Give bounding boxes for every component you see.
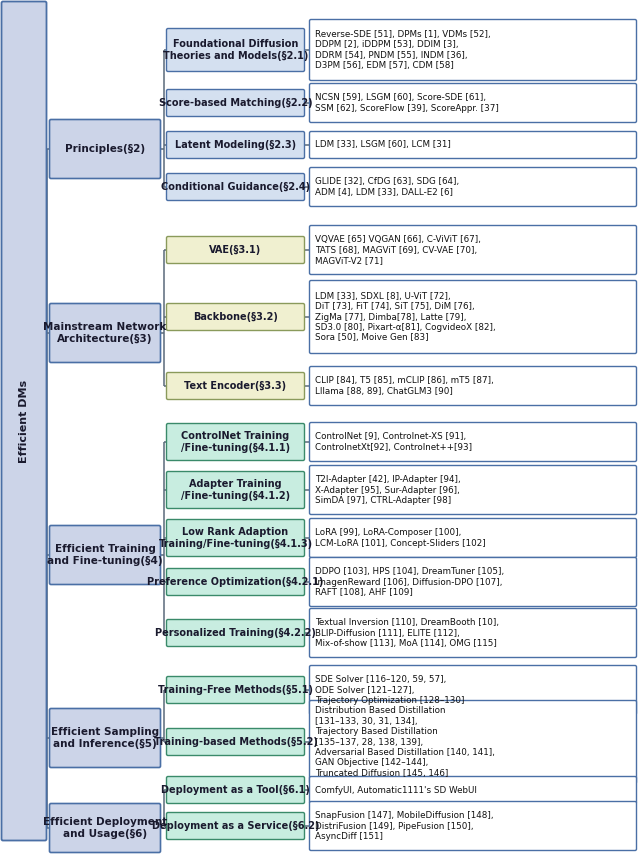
Text: DDPO [103], HPS [104], DreamTuner [105],
ImagenReward [106], Diffusion-DPO [107]: DDPO [103], HPS [104], DreamTuner [105],… <box>315 567 504 597</box>
FancyBboxPatch shape <box>310 557 637 606</box>
FancyBboxPatch shape <box>166 237 305 263</box>
Text: T2I-Adapter [42], IP-Adapter [94],
X-Adapter [95], Sur-Adapter [96],
SimDA [97],: T2I-Adapter [42], IP-Adapter [94], X-Ada… <box>315 475 461 505</box>
FancyBboxPatch shape <box>310 84 637 122</box>
FancyBboxPatch shape <box>49 709 161 768</box>
Text: Score-based Matching(§2.2): Score-based Matching(§2.2) <box>159 98 312 108</box>
FancyBboxPatch shape <box>166 304 305 331</box>
FancyBboxPatch shape <box>49 120 161 179</box>
Text: Latent Modeling(§2.3): Latent Modeling(§2.3) <box>175 140 296 150</box>
Text: ComfyUI, Automatic1111's SD WebUI: ComfyUI, Automatic1111's SD WebUI <box>315 786 477 794</box>
FancyBboxPatch shape <box>310 132 637 158</box>
Text: Personalized Training(§4.2.2): Personalized Training(§4.2.2) <box>155 628 316 638</box>
FancyBboxPatch shape <box>49 304 161 363</box>
FancyBboxPatch shape <box>166 520 305 557</box>
FancyBboxPatch shape <box>166 373 305 399</box>
Text: LDM [33], SDXL [8], U-ViT [72],
DiT [73], FiT [74], SiT [75], DiM [76],
ZigMa [7: LDM [33], SDXL [8], U-ViT [72], DiT [73]… <box>315 292 495 342</box>
Text: SDE Solver [116–120, 59, 57],
ODE Solver [121–127],
Trajectory Optimization [128: SDE Solver [116–120, 59, 57], ODE Solver… <box>315 675 465 705</box>
Text: Deployment as a Service(§6.2): Deployment as a Service(§6.2) <box>152 821 319 831</box>
Text: Foundational Diffusion
Theories and Models(§2.1): Foundational Diffusion Theories and Mode… <box>163 39 308 61</box>
FancyBboxPatch shape <box>166 423 305 461</box>
Text: Low Rank Adaption
Training/Fine-tuning(§4.1.3): Low Rank Adaption Training/Fine-tuning(§… <box>159 528 312 549</box>
Text: SnapFusion [147], MobileDiffusion [148],
DistriFusion [149], PipeFusion [150],
A: SnapFusion [147], MobileDiffusion [148],… <box>315 811 493 841</box>
FancyBboxPatch shape <box>310 422 637 462</box>
FancyBboxPatch shape <box>310 168 637 207</box>
Text: Mainstream Network
Architecture(§3): Mainstream Network Architecture(§3) <box>44 322 166 344</box>
Text: Efficient Deployment
and Usage(§6): Efficient Deployment and Usage(§6) <box>43 817 167 839</box>
Text: Efficient Training
and Fine-tuning(§4): Efficient Training and Fine-tuning(§4) <box>47 544 163 566</box>
FancyBboxPatch shape <box>310 226 637 274</box>
FancyBboxPatch shape <box>49 526 161 585</box>
FancyBboxPatch shape <box>166 776 305 804</box>
Text: Distribution Based Distillation
[131–133, 30, 31, 134],
Trajectory Based Distill: Distribution Based Distillation [131–133… <box>315 706 495 778</box>
FancyBboxPatch shape <box>166 676 305 704</box>
Text: VQVAE [65] VQGAN [66], C-ViViT [67],
TATS [68], MAGViT [69], CV-VAE [70],
MAGViT: VQVAE [65] VQGAN [66], C-ViViT [67], TAT… <box>315 235 481 265</box>
Text: GLIDE [32], CfDG [63], SDG [64],
ADM [4], LDM [33], DALL-E2 [6]: GLIDE [32], CfDG [63], SDG [64], ADM [4]… <box>315 177 459 197</box>
FancyBboxPatch shape <box>310 518 637 557</box>
Text: CLIP [84], T5 [85], mCLIP [86], mT5 [87],
Lllama [88, 89], ChatGLM3 [90]: CLIP [84], T5 [85], mCLIP [86], mT5 [87]… <box>315 376 493 396</box>
FancyBboxPatch shape <box>166 728 305 756</box>
FancyBboxPatch shape <box>310 700 637 783</box>
Text: ControlNet [9], Controlnet-XS [91],
ControlnetXt[92], Controlnet++[93]: ControlNet [9], Controlnet-XS [91], Cont… <box>315 433 472 451</box>
Text: Backbone(§3.2): Backbone(§3.2) <box>193 312 278 322</box>
FancyBboxPatch shape <box>166 28 305 72</box>
FancyBboxPatch shape <box>310 801 637 851</box>
Text: Adapter Training
/Fine-tuning(§4.1.2): Adapter Training /Fine-tuning(§4.1.2) <box>181 479 290 501</box>
FancyBboxPatch shape <box>166 812 305 840</box>
Text: Efficient DMs: Efficient DMs <box>19 380 29 463</box>
FancyBboxPatch shape <box>49 804 161 852</box>
FancyBboxPatch shape <box>310 776 637 804</box>
Text: Training-based Methods(§5.2): Training-based Methods(§5.2) <box>154 737 317 747</box>
Text: Principles(§2): Principles(§2) <box>65 144 145 154</box>
Text: NCSN [59], LSGM [60], Score-SDE [61],
SSM [62], ScoreFlow [39], ScoreAppr. [37]: NCSN [59], LSGM [60], Score-SDE [61], SS… <box>315 93 499 113</box>
FancyBboxPatch shape <box>166 471 305 509</box>
FancyBboxPatch shape <box>166 132 305 158</box>
Text: Textual Inversion [110], DreamBooth [10],
BLIP-Diffusion [111], ELITE [112],
Mix: Textual Inversion [110], DreamBooth [10]… <box>315 618 499 648</box>
Text: Preference Optimization(§4.2.1): Preference Optimization(§4.2.1) <box>147 577 324 587</box>
FancyBboxPatch shape <box>310 465 637 515</box>
FancyBboxPatch shape <box>310 609 637 657</box>
FancyBboxPatch shape <box>166 620 305 646</box>
Text: LoRA [99], LoRA-Composer [100],
LCM-LoRA [101], Concept-Sliders [102]: LoRA [99], LoRA-Composer [100], LCM-LoRA… <box>315 528 486 548</box>
Text: LDM [33], LSGM [60], LCM [31]: LDM [33], LSGM [60], LCM [31] <box>315 140 451 150</box>
FancyBboxPatch shape <box>166 174 305 201</box>
Text: Conditional Guidance(§2.4): Conditional Guidance(§2.4) <box>161 182 310 192</box>
FancyBboxPatch shape <box>310 280 637 353</box>
FancyBboxPatch shape <box>310 367 637 405</box>
Text: Training-Free Methods(§5.1): Training-Free Methods(§5.1) <box>158 685 313 695</box>
FancyBboxPatch shape <box>1 2 47 840</box>
FancyBboxPatch shape <box>166 90 305 116</box>
Text: Reverse-SDE [51], DPMs [1], VDMs [52],
DDPM [2], iDDPM [53], DDIM [3],
DDRM [54]: Reverse-SDE [51], DPMs [1], VDMs [52], D… <box>315 30 491 70</box>
Text: ControlNet Training
/Fine-tuning(§4.1.1): ControlNet Training /Fine-tuning(§4.1.1) <box>181 431 290 453</box>
Text: Deployment as a Tool(§6.1): Deployment as a Tool(§6.1) <box>161 785 310 795</box>
Text: Efficient Sampling
and Inference(§5): Efficient Sampling and Inference(§5) <box>51 728 159 749</box>
FancyBboxPatch shape <box>310 665 637 715</box>
FancyBboxPatch shape <box>166 569 305 595</box>
Text: Text Encoder(§3.3): Text Encoder(§3.3) <box>184 381 287 391</box>
Text: VAE(§3.1): VAE(§3.1) <box>209 245 262 255</box>
FancyBboxPatch shape <box>310 20 637 80</box>
